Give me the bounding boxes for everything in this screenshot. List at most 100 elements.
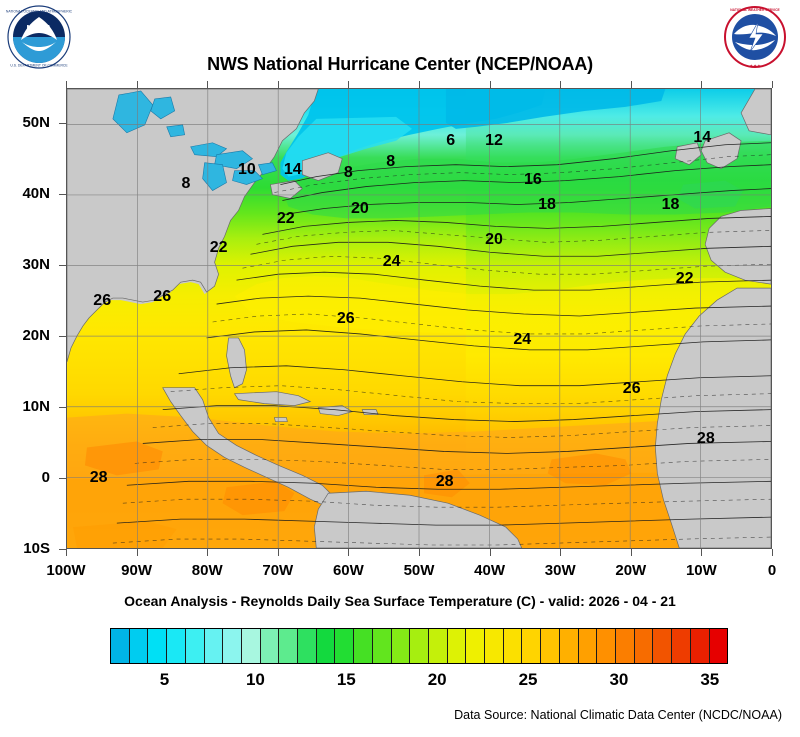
colorbar-cell[interactable]	[559, 629, 579, 663]
contour-label: 28	[89, 469, 108, 487]
contour-label: 14	[283, 160, 302, 178]
contour-label: 18	[538, 196, 556, 214]
y-axis-label: 10S	[23, 540, 50, 557]
x-axis-label: 60W	[332, 562, 364, 579]
svg-text:U.S. DEPARTMENT OF COMMERCE: U.S. DEPARTMENT OF COMMERCE	[10, 64, 68, 68]
noaa-logo: NOAA NATIONAL OCEANIC AND ATMOSPHERIC U.…	[6, 4, 73, 70]
contour-label: 20	[485, 231, 503, 249]
contour-label: 8	[181, 174, 191, 192]
colorbar-cell[interactable]	[372, 629, 392, 663]
svg-text:NATIONAL WEATHER SERVICE: NATIONAL WEATHER SERVICE	[730, 8, 780, 12]
x-axis-label: 50W	[403, 562, 435, 579]
colorbar-cell[interactable]	[447, 629, 467, 663]
colorbar-cell[interactable]	[111, 629, 130, 663]
x-tick-top	[277, 81, 279, 88]
sst-map-canvas	[67, 89, 771, 548]
colorbar-cells[interactable]	[110, 628, 728, 664]
svg-text:★ ★ ★: ★ ★ ★	[749, 64, 761, 68]
colorbar-cell[interactable]	[428, 629, 448, 663]
colorbar-cell[interactable]	[298, 629, 317, 663]
contour-label: 24	[382, 252, 401, 270]
national-weather-service-logo: NATIONAL WEATHER SERVICE ★ ★ ★	[722, 4, 788, 70]
colorbar-cell[interactable]	[129, 629, 149, 663]
colorbar-tick-label: 15	[336, 670, 356, 689]
x-axis-label: 10W	[685, 562, 717, 579]
colorbar-cell[interactable]	[316, 629, 336, 663]
y-axis-label: 0	[41, 469, 50, 487]
contour-label: 26	[153, 288, 172, 306]
map-caption: Ocean Analysis - Reynolds Daily Sea Surf…	[124, 593, 676, 609]
colorbar[interactable]	[110, 628, 728, 664]
colorbar-cell[interactable]	[241, 629, 261, 663]
x-tick-top	[66, 81, 67, 88]
y-axis-label: 50N	[22, 114, 50, 132]
x-tick-top	[136, 81, 138, 88]
page-title: NWS National Hurricane Center (NCEP/NOAA…	[207, 54, 593, 74]
colorbar-tick-label: 5	[159, 670, 170, 689]
x-axis-label: 30W	[544, 562, 576, 579]
colorbar-cell[interactable]	[672, 629, 691, 663]
x-axis-label: 70W	[262, 562, 294, 579]
colorbar-cell[interactable]	[615, 629, 635, 663]
colorbar-cell[interactable]	[653, 629, 673, 663]
contour-label: 16	[523, 171, 542, 189]
contour-label: 24	[513, 330, 532, 348]
colorbar-cell[interactable]	[279, 629, 299, 663]
contour-label: 22	[209, 238, 228, 256]
x-axis-label: 90W	[121, 562, 153, 579]
contour-label: 22	[675, 270, 694, 288]
y-axis-label: 30N	[22, 256, 50, 274]
colorbar-cell[interactable]	[522, 629, 542, 663]
contour-label: 26	[336, 309, 355, 327]
contour-label: 28	[696, 430, 715, 448]
colorbar-cell[interactable]	[485, 629, 504, 663]
contour-label: 26	[622, 380, 641, 398]
colorbar-tick-label: 10	[245, 670, 265, 689]
x-tick	[701, 549, 703, 556]
y-tick	[59, 194, 66, 196]
x-tick-top	[701, 81, 703, 88]
contour-label: 8	[343, 164, 353, 182]
colorbar-cell[interactable]	[690, 629, 710, 663]
colorbar-cell[interactable]	[148, 629, 168, 663]
x-tick-top	[772, 81, 773, 88]
colorbar-cell[interactable]	[354, 629, 373, 663]
colorbar-cell[interactable]	[597, 629, 616, 663]
x-tick	[348, 549, 350, 556]
contour-label: 12	[485, 132, 503, 150]
x-tick-top	[207, 81, 209, 88]
x-tick	[277, 549, 279, 556]
colorbar-cell[interactable]	[260, 629, 280, 663]
x-tick	[630, 549, 632, 556]
colorbar-cell[interactable]	[578, 629, 598, 663]
x-tick	[772, 549, 773, 556]
x-tick	[66, 549, 67, 556]
contour-label: 10	[238, 160, 256, 178]
colorbar-cell[interactable]	[503, 629, 523, 663]
x-tick	[419, 549, 420, 556]
colorbar-cell[interactable]	[634, 629, 654, 663]
colorbar-cell[interactable]	[410, 629, 429, 663]
contour-label: 14	[693, 128, 712, 146]
svg-text:NATIONAL OCEANIC AND ATMOSPHER: NATIONAL OCEANIC AND ATMOSPHERIC	[6, 10, 72, 14]
colorbar-cell[interactable]	[185, 629, 205, 663]
svg-text:NOAA: NOAA	[26, 23, 51, 33]
colorbar-cell[interactable]	[167, 629, 186, 663]
x-tick-top	[348, 81, 350, 88]
colorbar-cell[interactable]	[541, 629, 560, 663]
y-tick	[59, 336, 66, 338]
colorbar-cell[interactable]	[709, 629, 728, 663]
colorbar-cell[interactable]	[335, 629, 355, 663]
colorbar-tick-label: 20	[427, 670, 447, 689]
x-axis-label: 40W	[474, 562, 506, 579]
colorbar-cell[interactable]	[391, 629, 411, 663]
x-tick	[489, 549, 491, 556]
colorbar-cell[interactable]	[466, 629, 486, 663]
contour-label: 22	[276, 210, 295, 228]
colorbar-cell[interactable]	[204, 629, 224, 663]
data-source-note: Data Source: National Climatic Data Cent…	[454, 708, 782, 722]
x-tick-top	[419, 81, 420, 88]
x-axis-label: 20W	[615, 562, 647, 579]
colorbar-cell[interactable]	[223, 629, 242, 663]
sst-map[interactable]: 8 10 14 8 8 6 12 14 16 18 18 20 20 22 22 22 24 24 26 26 26 26…	[66, 88, 772, 549]
